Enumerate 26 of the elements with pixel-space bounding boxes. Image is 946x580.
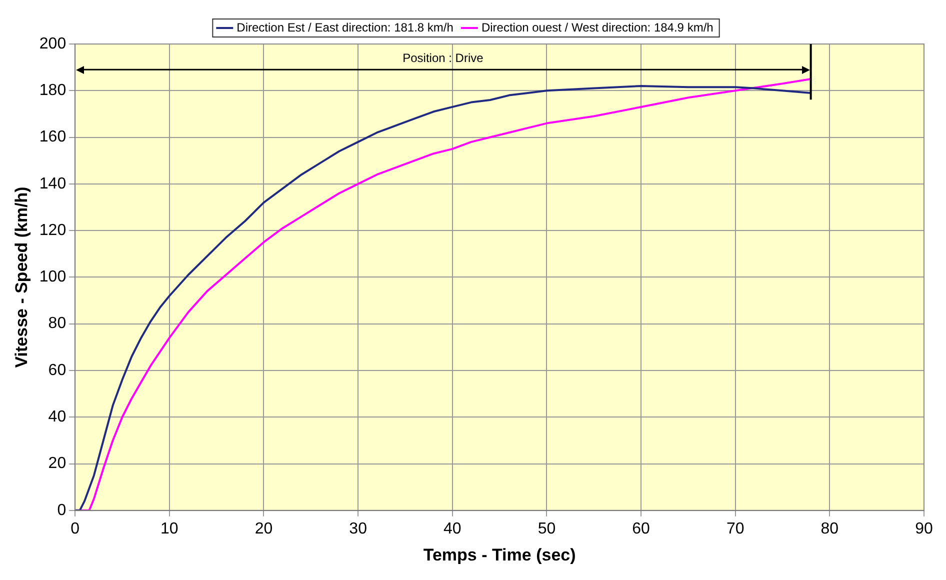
x-axis-title: Temps - Time (sec)	[423, 545, 576, 564]
x-tick-label: 10	[160, 520, 178, 538]
x-tick-label: 20	[254, 520, 273, 538]
legend-label: Direction Est / East direction: 181.8 km/h	[236, 20, 454, 34]
x-tick-label: 90	[915, 520, 933, 538]
y-tick-label: 60	[48, 362, 66, 379]
legend-label: Direction ouest / West direction: 184.9 km/h	[481, 20, 714, 34]
y-tick-label: 160	[39, 128, 66, 146]
y-tick-label: 100	[39, 268, 66, 286]
y-tick-label: 20	[48, 455, 66, 472]
x-tick-label: 0	[70, 520, 80, 538]
x-tick-label: 70	[726, 520, 744, 538]
x-tick-label: 30	[349, 520, 368, 538]
y-tick-label: 40	[48, 408, 66, 426]
y-tick-label: 0	[57, 502, 66, 519]
y-tick-label: 120	[39, 222, 66, 239]
x-tick-label: 60	[632, 520, 650, 538]
x-tick-label: 80	[820, 520, 839, 538]
ref-line-label: Position : Drive	[402, 50, 484, 65]
y-tick-label: 80	[48, 315, 66, 332]
x-tick-label: 50	[538, 520, 556, 538]
y-axis-title: Vitesse - Speed (km/h)	[12, 186, 31, 368]
y-tick-label: 200	[39, 35, 66, 52]
y-tick-label: 180	[39, 82, 66, 100]
y-tick-label: 140	[39, 175, 66, 192]
x-tick-label: 40	[443, 520, 462, 538]
